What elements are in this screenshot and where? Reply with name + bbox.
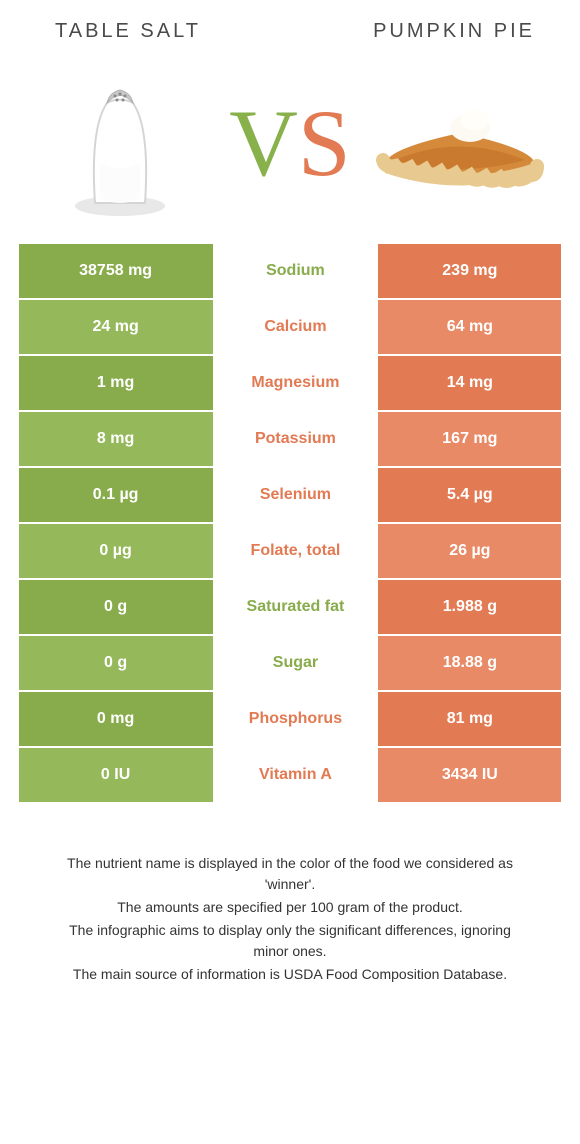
- right-value: 26 µg: [377, 523, 562, 579]
- comparison-table: 38758 mgSodium239 mg24 mgCalcium64 mg1 m…: [18, 243, 563, 803]
- left-value: 0 µg: [18, 523, 214, 579]
- left-value: 0 mg: [18, 691, 214, 747]
- footer-line-4: The main source of information is USDA F…: [50, 964, 530, 985]
- nutrient-label: Selenium: [214, 467, 378, 523]
- left-value: 1 mg: [18, 355, 214, 411]
- infographic-container: TABLE SALT PUMPKIN PIE VS: [0, 0, 580, 985]
- left-value: 24 mg: [18, 299, 214, 355]
- footer-line-1: The nutrient name is displayed in the co…: [50, 853, 530, 895]
- right-value: 1.988 g: [377, 579, 562, 635]
- right-value: 3434 IU: [377, 747, 562, 803]
- left-value: 0 IU: [18, 747, 214, 803]
- pumpkin-pie-icon: [375, 68, 545, 218]
- header-row: TABLE SALT PUMPKIN PIE: [15, 10, 565, 53]
- images-row: VS: [15, 53, 565, 243]
- left-value: 0 g: [18, 635, 214, 691]
- left-value: 8 mg: [18, 411, 214, 467]
- footer-line-3: The infographic aims to display only the…: [50, 920, 530, 962]
- vs-label: VS: [229, 88, 350, 198]
- footer-line-2: The amounts are specified per 100 gram o…: [50, 897, 530, 918]
- table-row: 8 mgPotassium167 mg: [18, 411, 563, 467]
- left-value: 0 g: [18, 579, 214, 635]
- table-row: 38758 mgSodium239 mg: [18, 243, 563, 299]
- right-value: 18.88 g: [377, 635, 562, 691]
- left-value: 38758 mg: [18, 243, 214, 299]
- right-value: 14 mg: [377, 355, 562, 411]
- table-row: 0 IUVitamin A3434 IU: [18, 747, 563, 803]
- right-value: 239 mg: [377, 243, 562, 299]
- nutrient-label: Magnesium: [214, 355, 378, 411]
- title-right: PUMPKIN PIE: [373, 20, 535, 43]
- table-row: 24 mgCalcium64 mg: [18, 299, 563, 355]
- left-value: 0.1 µg: [18, 467, 214, 523]
- nutrient-label: Calcium: [214, 299, 378, 355]
- nutrient-label: Potassium: [214, 411, 378, 467]
- nutrient-label: Vitamin A: [214, 747, 378, 803]
- table-row: 0 mgPhosphorus81 mg: [18, 691, 563, 747]
- nutrient-label: Folate, total: [214, 523, 378, 579]
- vs-v: V: [229, 90, 298, 196]
- vs-s: S: [298, 90, 351, 196]
- salt-shaker-icon: [35, 68, 205, 218]
- right-value: 64 mg: [377, 299, 562, 355]
- right-value: 81 mg: [377, 691, 562, 747]
- table-row: 1 mgMagnesium14 mg: [18, 355, 563, 411]
- table-row: 0 µgFolate, total26 µg: [18, 523, 563, 579]
- nutrient-label: Sugar: [214, 635, 378, 691]
- table-row: 0 gSugar18.88 g: [18, 635, 563, 691]
- footer-notes: The nutrient name is displayed in the co…: [15, 803, 565, 985]
- table-row: 0 gSaturated fat1.988 g: [18, 579, 563, 635]
- right-value: 167 mg: [377, 411, 562, 467]
- title-left: TABLE SALT: [55, 20, 201, 43]
- nutrient-label: Sodium: [214, 243, 378, 299]
- table-row: 0.1 µgSelenium5.4 µg: [18, 467, 563, 523]
- nutrient-label: Saturated fat: [214, 579, 378, 635]
- right-value: 5.4 µg: [377, 467, 562, 523]
- nutrient-label: Phosphorus: [214, 691, 378, 747]
